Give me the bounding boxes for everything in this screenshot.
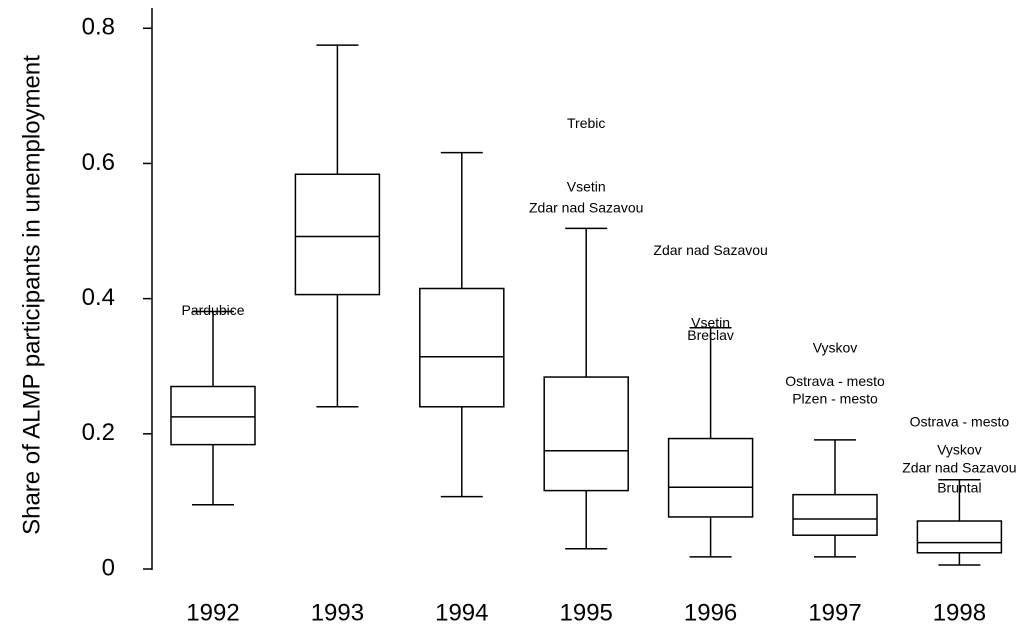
outlier-label: Vyskov <box>937 441 982 457</box>
y-axis-label: Share of ALMP participants in unemployme… <box>18 55 45 535</box>
box <box>294 173 381 296</box>
outlier-label: Zdar nad Sazavou <box>529 199 643 215</box>
outlier-label: Vsetin <box>567 178 606 194</box>
x-tick-label: 1998 <box>933 599 986 626</box>
y-tick-label: 0 <box>102 554 115 581</box>
y-tick-label: 0.4 <box>82 284 115 311</box>
x-tick-label: 1997 <box>808 599 861 626</box>
x-tick-label: 1995 <box>560 599 613 626</box>
outlier-label: Ostrava - mesto <box>785 373 885 389</box>
y-tick-label: 0.6 <box>82 149 115 176</box>
box <box>543 376 629 492</box>
outlier-label: Vsetin <box>691 314 730 330</box>
outlier-label: Bruntal <box>937 479 981 495</box>
x-tick-label: 1996 <box>684 599 737 626</box>
box <box>792 493 878 536</box>
box <box>419 287 505 408</box>
outlier-label: Zdar nad Sazavou <box>653 242 767 258</box>
outlier-label: Trebic <box>567 115 605 131</box>
outlier-label: Breclav <box>687 327 734 343</box>
y-tick-label: 0.8 <box>82 14 115 41</box>
x-tick-label: 1993 <box>311 599 364 626</box>
outlier-label: Plzen - mesto <box>792 391 878 407</box>
box <box>916 520 1003 554</box>
box <box>667 437 754 518</box>
x-tick-label: 1992 <box>186 599 239 626</box>
outlier-label: Pardubice <box>181 302 244 318</box>
outlier-label: Ostrava - mesto <box>910 414 1010 430</box>
box <box>170 385 256 446</box>
outlier-label: Vyskov <box>813 339 858 355</box>
x-tick-label: 1994 <box>435 599 488 626</box>
outlier-label: Zdar nad Sazavou <box>902 460 1016 476</box>
y-tick-label: 0.2 <box>82 419 115 446</box>
